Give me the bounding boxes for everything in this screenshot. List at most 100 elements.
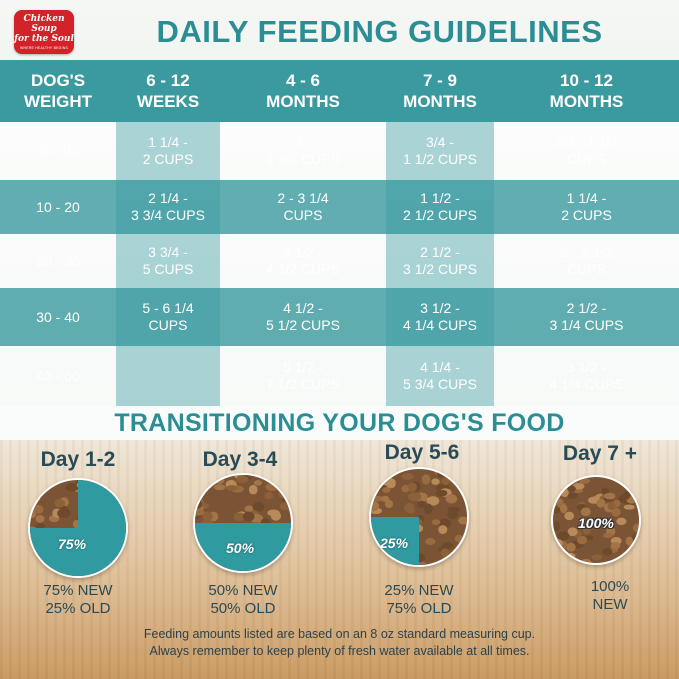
kibble-piece <box>458 516 467 525</box>
kibble-piece <box>407 482 417 492</box>
kibble-bowl <box>28 478 128 578</box>
kibble-piece <box>40 480 52 484</box>
day-label: Day 3-4 <box>202 448 278 471</box>
kibble-piece <box>381 495 390 503</box>
kibble-piece <box>33 482 43 491</box>
kibble-piece <box>242 511 255 522</box>
kibble-piece <box>557 531 570 541</box>
mix-caption: 75% NEW 25% OLD <box>43 582 113 617</box>
cups-cell: 4 1/4 - 5 3/4 CUPS <box>403 359 477 392</box>
kibble-piece <box>580 558 592 563</box>
kibble-piece <box>567 492 578 499</box>
kibble-piece <box>279 502 291 511</box>
kibble-piece <box>560 488 569 498</box>
kibble-pie-chart <box>553 477 639 563</box>
weight-cell: 5 - 10 <box>40 142 76 159</box>
cups-cell: 3 1/2 - 4 1/4 CUPS <box>403 300 477 333</box>
table-row-band <box>0 288 679 346</box>
kibble-piece <box>371 483 381 493</box>
weight-cell: 40 - 60 <box>36 367 80 384</box>
kibble-piece <box>572 483 585 490</box>
kibble-piece <box>33 504 44 514</box>
kibble-piece <box>270 511 282 521</box>
kibble-piece <box>436 470 448 478</box>
percent-label: 25% <box>380 535 409 551</box>
cups-cell: 3 1/2 - 4 1/2 CUPS <box>266 244 340 277</box>
cups-cell: 2 1/2 - 3 1/4 CUPS <box>549 300 624 333</box>
kibble-bowl <box>369 467 469 567</box>
percent-label: 100% <box>578 515 614 531</box>
new-food-slice <box>195 523 291 571</box>
kibble-pie-chart <box>30 480 126 576</box>
column-highlight <box>116 122 220 406</box>
kibble-piece <box>57 508 71 519</box>
kibble-piece <box>435 489 448 497</box>
cups-cell <box>116 346 220 406</box>
kibble-piece <box>602 547 613 556</box>
new-food-slice <box>371 517 419 565</box>
kibble-piece <box>580 507 591 517</box>
cups-cell: 2 - 2 1/2 CUPS <box>560 244 613 277</box>
kibble-bowl <box>551 475 641 565</box>
kibble-pie-chart <box>195 475 291 571</box>
column-highlight <box>386 122 494 406</box>
kibble-piece <box>253 479 263 486</box>
column-header-10-12-months: 10 - 12 MONTHS <box>549 71 624 111</box>
kibble-piece <box>373 495 384 502</box>
cups-cell: 3/4 - 1 1/2 CUPS <box>403 134 477 167</box>
kibble-piece <box>633 489 639 496</box>
cups-cell: 1 1/4 - 2 CUPS <box>142 134 194 167</box>
mix-caption: 100% NEW <box>590 578 630 613</box>
kibble-piece <box>582 526 591 535</box>
kibble-piece <box>610 542 621 549</box>
kibble-piece <box>447 509 459 520</box>
kibble-piece <box>596 498 606 508</box>
kibble-piece <box>421 474 431 485</box>
kibble-piece <box>226 485 238 492</box>
kibble-piece <box>269 475 281 482</box>
kibble-bowl <box>193 473 293 573</box>
section-title: TRANSITIONING YOUR DOG'S FOOD <box>114 408 565 437</box>
kibble-piece <box>426 496 440 506</box>
cups-cell: 5 - 6 1/4 CUPS <box>142 300 194 333</box>
cups-cell: 4 1/2 - 5 1/2 CUPS <box>266 300 340 333</box>
kibble-piece <box>445 494 458 504</box>
kibble-piece <box>632 523 639 533</box>
kibble-piece <box>382 487 391 493</box>
kibble-piece <box>233 512 245 522</box>
column-header-7-9-months: 7 - 9 MONTHS <box>403 71 477 111</box>
kibble-piece <box>591 554 603 561</box>
cups-cell: 3 1/2 - 4 1/4 CUPS <box>549 359 624 392</box>
kibble-piece <box>248 484 258 495</box>
kibble-piece <box>585 535 594 541</box>
kibble-pie-chart <box>371 469 467 565</box>
kibble-piece <box>384 499 394 509</box>
kibble-piece <box>567 485 576 492</box>
percent-label: 50% <box>226 540 255 556</box>
cups-cell: 2 1/2 - 3 1/2 CUPS <box>403 244 477 277</box>
kibble-piece <box>560 504 568 514</box>
mix-caption: 50% NEW 50% OLD <box>208 582 278 617</box>
cups-cell: 3 3/4 - 5 CUPS <box>142 244 194 277</box>
kibble-piece <box>438 525 448 535</box>
cups-cell: 2/3 - 1 1/4 CUPS <box>554 134 619 167</box>
cups-cell: 5 1/2 - 7 1/2 CUPS <box>266 359 340 392</box>
kibble-piece <box>616 517 627 526</box>
kibble-piece <box>30 510 37 519</box>
kibble-piece <box>454 534 464 543</box>
logo-line1: Chicken Soup <box>23 14 65 34</box>
kibble-piece <box>195 509 205 516</box>
kibble-piece <box>603 492 616 500</box>
kibble-piece <box>567 527 578 537</box>
kibble-piece <box>417 500 426 508</box>
kibble-piece <box>371 500 380 512</box>
cups-cell: 1 1/2 - 2 1/2 CUPS <box>403 190 477 223</box>
kibble-piece <box>625 536 633 546</box>
kibble-piece <box>452 475 461 482</box>
kibble-piece <box>212 476 225 485</box>
brand-logo: Chicken Soup for the Soul WHERE HEALTHY … <box>14 10 74 54</box>
footnote: Feeding amounts listed are based on an 8… <box>0 626 679 660</box>
table-row-band <box>0 122 679 180</box>
weight-cell: 20 - 30 <box>36 252 80 269</box>
kibble-piece <box>621 477 632 481</box>
